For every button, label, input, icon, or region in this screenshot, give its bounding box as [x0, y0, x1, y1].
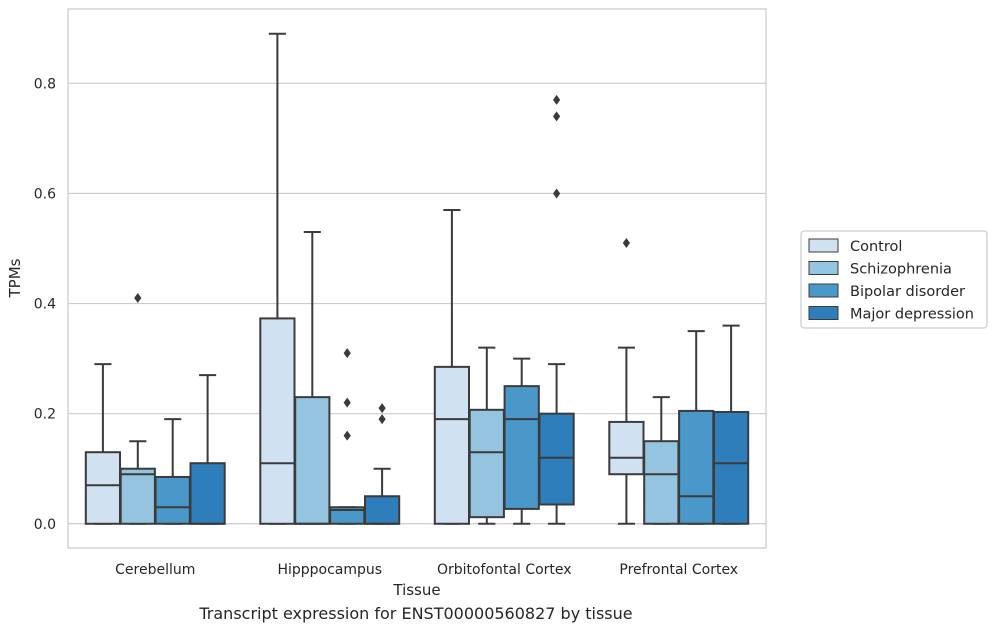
- figure-caption: Transcript expression for ENST0000056082…: [199, 604, 633, 623]
- box-0-2: [154, 418, 191, 525]
- box-3-0: [608, 237, 645, 525]
- box-2-0: [433, 208, 471, 525]
- outlier-point: [622, 237, 630, 248]
- outlier-point: [343, 397, 351, 408]
- box-body: [433, 365, 471, 525]
- box-body: [643, 440, 680, 525]
- outlier-point: [134, 293, 142, 304]
- outlier-point: [343, 348, 351, 359]
- box-3-2: [678, 330, 715, 525]
- legend-label: Bipolar disorder: [850, 284, 965, 300]
- outlier-point: [553, 111, 561, 122]
- legend-item: Schizophrenia: [808, 261, 952, 278]
- x-axis-ticks: Cerebellum Hipppocampus Orbitofontal Corte…: [115, 562, 738, 578]
- legend-label: Schizophrenia: [850, 262, 952, 278]
- box-body: [468, 408, 505, 519]
- box-0-0: [84, 363, 122, 525]
- outlier-point: [343, 430, 351, 441]
- legend-item: Major depression: [808, 306, 974, 323]
- y-tick-label: 0.6: [34, 186, 56, 202]
- x-tick-label: Cerebellum: [115, 562, 195, 578]
- plot-frame: [67, 8, 767, 549]
- box-2-2: [503, 357, 540, 525]
- legend-frame: [800, 230, 988, 329]
- box-body: [154, 475, 191, 525]
- legend-item: Control: [808, 238, 902, 255]
- box-body: [119, 467, 156, 525]
- box-body: [608, 420, 645, 476]
- legend: Control Schizophrenia Bipolar disorder Majo…: [800, 230, 988, 329]
- x-tick-label: Prefrontal Cortex: [619, 562, 738, 578]
- y-tick-label: 0.0: [34, 517, 56, 533]
- box-0-1: [119, 293, 156, 525]
- box-body: [84, 451, 122, 525]
- box-body: [363, 495, 401, 525]
- y-axis-ticks: 0.0 0.2 0.4 0.6 0.8: [34, 76, 56, 532]
- box-2-1: [468, 346, 505, 525]
- box-2-3: [538, 94, 575, 525]
- box-body: [538, 412, 575, 506]
- box-1-1: [294, 230, 331, 525]
- legend-label: Major depression: [850, 307, 974, 323]
- outlier-point: [378, 414, 386, 425]
- outlier-point: [553, 94, 561, 105]
- box-body: [712, 411, 750, 525]
- box-1-3: [363, 403, 401, 525]
- x-axis-label: Tissue: [392, 581, 440, 599]
- box-0-3: [189, 374, 226, 525]
- legend-swatch: [808, 306, 839, 320]
- legend-swatch: [808, 261, 839, 275]
- box-body: [678, 409, 715, 525]
- box-plot-series: [84, 32, 750, 525]
- legend-swatch: [808, 238, 839, 253]
- y-axis-label: TPMs: [6, 258, 24, 298]
- box-body: [189, 462, 226, 525]
- outlier-point: [378, 403, 386, 414]
- box-1-2: [329, 348, 366, 525]
- box-body: [503, 385, 540, 510]
- box-1-0: [259, 32, 296, 525]
- x-tick-label: Hipppocampus: [277, 562, 382, 578]
- outlier-point: [553, 188, 561, 199]
- legend-label: Control: [850, 239, 902, 255]
- box-body: [259, 317, 296, 525]
- box-3-1: [643, 396, 680, 525]
- y-tick-label: 0.8: [34, 76, 56, 92]
- legend-item: Bipolar disorder: [808, 283, 965, 300]
- box-3-3: [712, 324, 750, 525]
- y-tick-label: 0.2: [34, 407, 56, 423]
- legend-swatch: [808, 283, 839, 298]
- x-tick-label: Orbitofontal Cortex: [437, 562, 572, 578]
- y-tick-label: 0.4: [34, 297, 56, 313]
- box-body: [294, 396, 331, 525]
